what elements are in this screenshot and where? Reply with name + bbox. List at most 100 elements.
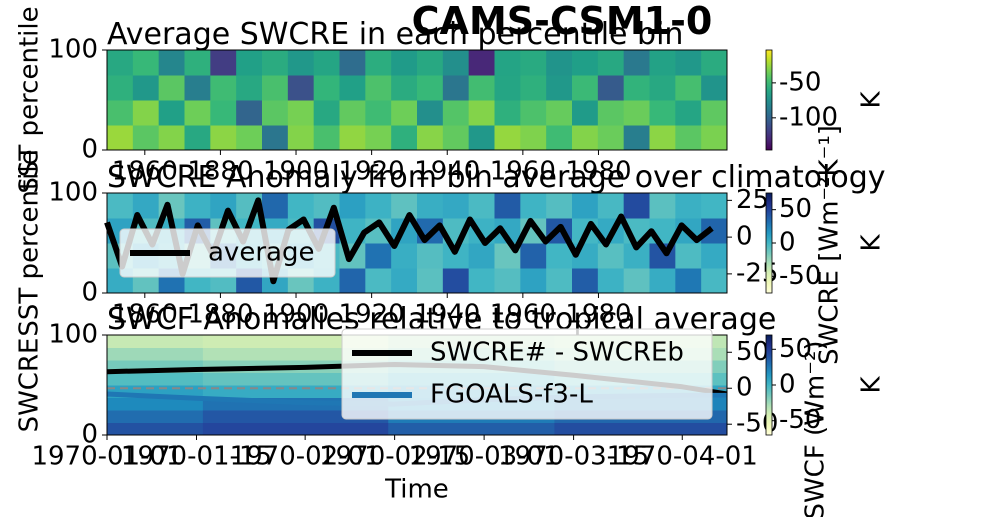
heatmap-cell bbox=[649, 100, 676, 126]
heatmap-cell bbox=[468, 50, 495, 76]
heatmap-cell bbox=[210, 50, 237, 76]
heatmap-cell bbox=[287, 100, 315, 126]
axes-frame bbox=[106, 192, 728, 294]
heatmap-cell bbox=[236, 75, 263, 101]
heatmap-cell bbox=[546, 100, 573, 126]
heatmap-cell bbox=[417, 100, 444, 126]
heatmap-cell bbox=[701, 75, 728, 101]
x-tick-label: 1860 bbox=[112, 157, 178, 187]
y2-tick-label: 0 bbox=[736, 373, 753, 403]
x-tick-label: 1960 bbox=[490, 300, 556, 330]
heatmap-cell bbox=[365, 243, 392, 269]
heatmap-cell bbox=[675, 100, 702, 126]
heatmap-cell bbox=[210, 100, 237, 126]
heatmap-cell bbox=[442, 100, 470, 126]
heatmap-cell bbox=[313, 50, 340, 76]
heatmap-cell bbox=[236, 100, 263, 126]
heatmap-cell bbox=[623, 75, 650, 101]
heatmap-cell bbox=[158, 75, 185, 101]
heatmap-cell bbox=[184, 100, 211, 126]
heatmap-cell bbox=[701, 243, 728, 269]
x-tick-label: 1980 bbox=[565, 300, 631, 330]
heatmap-cell bbox=[520, 75, 547, 101]
heatmap-cell bbox=[546, 50, 573, 76]
heatmap-cell bbox=[339, 193, 366, 219]
x-tick-label: 1900 bbox=[263, 300, 329, 330]
heatmap-cell bbox=[572, 268, 599, 294]
heatmap-cell bbox=[391, 100, 418, 126]
heatmap-cell bbox=[597, 243, 625, 269]
heatmap-cell bbox=[494, 193, 521, 219]
heatmap-cell bbox=[468, 268, 495, 294]
heatmap-cell bbox=[494, 75, 521, 101]
heatmap-cell bbox=[442, 50, 470, 76]
heatmap-cell bbox=[468, 243, 495, 269]
heatmap-cell bbox=[442, 75, 470, 101]
heatmap-cell bbox=[262, 50, 289, 76]
heatmap-cell bbox=[313, 100, 340, 126]
heatmap-cell bbox=[546, 125, 573, 151]
heatmap-cell bbox=[442, 268, 470, 294]
heatmap-cell bbox=[623, 193, 650, 219]
heatmap-cell bbox=[365, 75, 392, 101]
legend-label: FGOALS-f3-L bbox=[430, 380, 593, 410]
heatmap-cell bbox=[339, 50, 366, 76]
heatmap-cell bbox=[701, 193, 728, 219]
heatmap-cell bbox=[468, 125, 495, 151]
colorbar-label: K bbox=[857, 91, 887, 109]
heatmap-cell bbox=[262, 125, 289, 151]
legend-label: SWCRE# - SWCREb bbox=[430, 338, 684, 368]
heatmap-cell bbox=[107, 75, 134, 101]
heatmap-cell bbox=[107, 410, 204, 423]
heatmap-cell bbox=[623, 268, 650, 294]
heatmap-cell bbox=[365, 125, 392, 151]
colorbar bbox=[765, 334, 773, 436]
heatmap-cell bbox=[365, 193, 392, 219]
heatmap-cell bbox=[417, 50, 444, 76]
heatmap-cell bbox=[107, 100, 134, 126]
x-tick-label: 1860 bbox=[112, 300, 178, 330]
heatmap-cell bbox=[158, 100, 185, 126]
x-tick-label: 1880 bbox=[187, 157, 253, 187]
x-tick-label: 1960 bbox=[490, 157, 556, 187]
colorbar-label: K bbox=[857, 376, 887, 394]
heatmap-cell bbox=[107, 397, 204, 411]
heatmap-cell bbox=[287, 50, 315, 76]
heatmap-cell bbox=[597, 75, 625, 101]
heatmap-cell bbox=[339, 100, 366, 126]
y-tick-label: 0 bbox=[81, 135, 98, 165]
heatmap-cell bbox=[107, 372, 204, 386]
heatmap-cell bbox=[184, 50, 211, 76]
x-tick-label: 1970-01-01 bbox=[31, 442, 182, 472]
colorbar-tick-label: -50 bbox=[779, 67, 821, 97]
axes-frame bbox=[106, 49, 728, 151]
heatmap-cell bbox=[210, 125, 237, 151]
y2-tick-label: 50 bbox=[736, 337, 769, 367]
heatmap-cell bbox=[546, 268, 573, 294]
heatmap-cell bbox=[649, 125, 676, 151]
heatmap-cell bbox=[391, 125, 418, 151]
y2-label: SWCRE [Wm⁻²K⁻¹] bbox=[815, 125, 845, 365]
heatmap-cell bbox=[287, 75, 315, 101]
heatmap-cell bbox=[675, 75, 702, 101]
heatmap-cell bbox=[339, 75, 366, 101]
heatmap-cell bbox=[546, 193, 573, 219]
heatmap-cell bbox=[520, 268, 547, 294]
heatmap-cell bbox=[417, 75, 444, 101]
heatmap-cell bbox=[262, 193, 289, 219]
heatmap-cell bbox=[236, 50, 263, 76]
heatmap-cell bbox=[236, 125, 263, 151]
y2-label: SWCF (Wm⁻²) bbox=[801, 340, 831, 517]
x-tick-label: 1970-04-01 bbox=[607, 442, 758, 472]
heatmap-cell bbox=[675, 193, 702, 219]
heatmap-cell bbox=[184, 75, 211, 101]
heatmap-cell bbox=[649, 268, 676, 294]
heatmap-cell bbox=[572, 125, 599, 151]
x-tick-label: 1970-02-01 bbox=[230, 442, 381, 472]
legend-box bbox=[341, 328, 713, 420]
colorbar-tick-label: 50 bbox=[779, 334, 812, 364]
heatmap-cell bbox=[494, 100, 521, 126]
heatmap-cell bbox=[417, 193, 444, 219]
heatmap-cell bbox=[649, 193, 676, 219]
